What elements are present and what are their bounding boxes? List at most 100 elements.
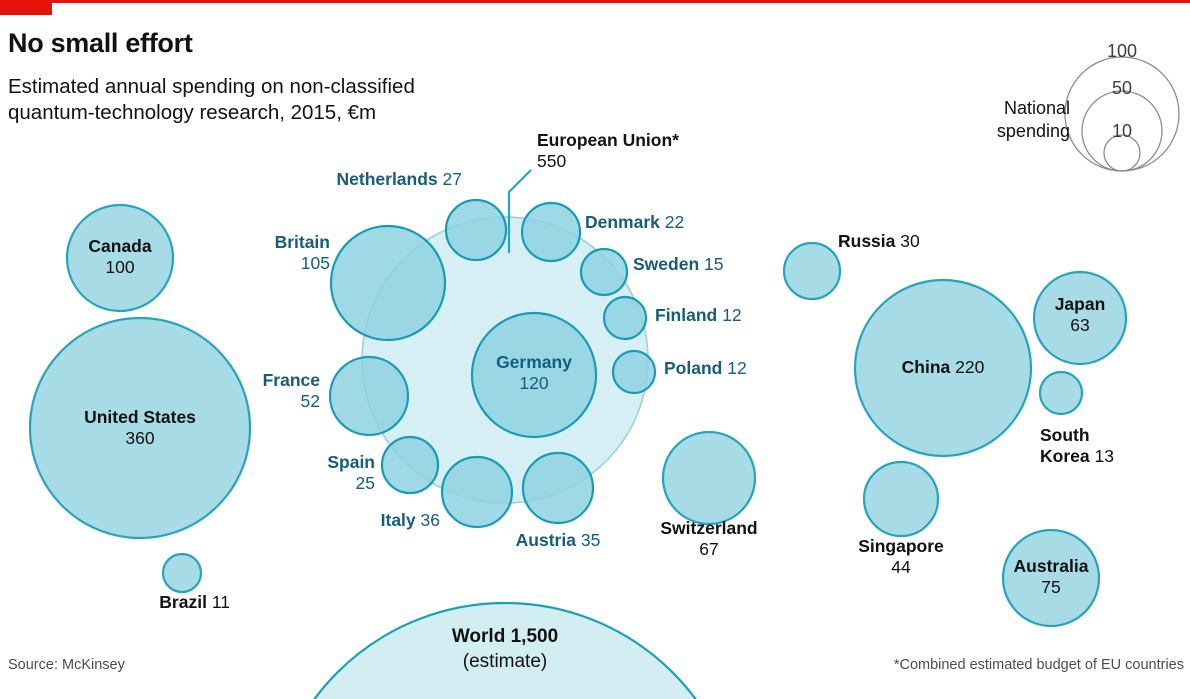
- label-france-name: France: [262, 370, 320, 390]
- label-china-value: 220: [955, 357, 985, 377]
- label-france-value: 52: [300, 391, 320, 411]
- legend-label-100: 100: [1106, 41, 1138, 61]
- label-european-union-value: 550: [537, 151, 567, 171]
- label-italy-name: Italy: [380, 510, 416, 530]
- label-spain-name: Spain: [327, 452, 375, 472]
- bubble-denmark[interactable]: [520, 201, 582, 263]
- label-finland: Finland 12: [655, 305, 855, 326]
- label-canada: Canada 100: [50, 236, 190, 278]
- label-japan-value: 63: [1070, 315, 1090, 335]
- legend-label-10: 10: [1111, 121, 1133, 141]
- bubble-australia[interactable]: [1001, 528, 1101, 628]
- label-spain-value: 25: [355, 473, 375, 493]
- label-united-states-value: 360: [125, 428, 155, 448]
- bubble-britain[interactable]: [329, 224, 447, 342]
- label-world: World 1,500 (estimate): [375, 624, 635, 674]
- label-china-name: China: [901, 357, 951, 377]
- source-note: Source: McKinsey: [8, 657, 125, 673]
- label-sweden: Sweden 15: [633, 254, 833, 275]
- label-denmark-name: Denmark: [585, 212, 660, 232]
- label-netherlands: Netherlands 27: [230, 169, 462, 190]
- label-britain: Britain 105: [150, 232, 330, 274]
- label-finland-value: 12: [722, 305, 742, 325]
- label-singapore-name: Singapore: [858, 536, 944, 556]
- bubble-united-states[interactable]: [28, 316, 252, 540]
- label-austria-name: Austria: [515, 530, 576, 550]
- bubble-poland[interactable]: [611, 349, 657, 395]
- label-sweden-value: 15: [704, 254, 724, 274]
- label-britain-name: Britain: [274, 232, 330, 252]
- bubble-brazil[interactable]: [161, 552, 203, 594]
- label-sweden-name: Sweden: [633, 254, 700, 274]
- page-subtitle: Estimated annual spending on non-classif…: [8, 75, 415, 124]
- label-denmark-value: 22: [664, 212, 685, 232]
- label-austria: Austria 35: [453, 530, 663, 551]
- label-australia-name: Australia: [1013, 556, 1089, 576]
- label-russia: Russia 30: [838, 231, 1038, 252]
- bubble-canada[interactable]: [65, 203, 175, 313]
- label-denmark: Denmark 22: [585, 212, 805, 233]
- label-european-union: European Union* 550: [537, 130, 797, 172]
- bubble-south-korea[interactable]: [1038, 370, 1084, 416]
- bubble-france[interactable]: [328, 355, 410, 437]
- label-european-union-name: European Union*: [537, 130, 679, 150]
- bubble-sweden[interactable]: [579, 247, 629, 297]
- bubble-italy[interactable]: [440, 455, 514, 529]
- label-italy: Italy 36: [230, 510, 440, 531]
- label-switzerland-value: 67: [699, 539, 719, 559]
- label-world-sub: (estimate): [462, 651, 548, 672]
- bubble-china[interactable]: [853, 278, 1033, 458]
- bubble-singapore[interactable]: [862, 460, 940, 538]
- label-italy-value: 36: [420, 510, 440, 530]
- label-australia-value: 75: [1041, 577, 1061, 597]
- label-japan-name: Japan: [1054, 294, 1106, 314]
- bubble-finland[interactable]: [602, 295, 648, 341]
- label-canada-name: Canada: [88, 236, 152, 256]
- bubble-russia[interactable]: [782, 241, 842, 301]
- bubble-japan[interactable]: [1032, 270, 1128, 366]
- bubble-netherlands[interactable]: [444, 198, 508, 262]
- label-germany-name: Germany: [496, 352, 572, 372]
- label-netherlands-name: Netherlands: [336, 169, 438, 189]
- label-poland-value: 12: [727, 358, 747, 378]
- label-south-korea-name: South Korea: [1040, 425, 1090, 466]
- label-switzerland: Switzerland 67: [609, 518, 809, 560]
- label-germany: Germany 120: [454, 352, 614, 394]
- top-rule: [0, 0, 1190, 3]
- legend-ring-10: [1103, 134, 1141, 172]
- legend-title: National spending: [996, 98, 1070, 141]
- leader-line-european-union: [507, 169, 532, 253]
- legend-ring-100: [1064, 56, 1180, 172]
- page-title: No small effort: [8, 28, 193, 58]
- label-spain: Spain 25: [190, 452, 375, 494]
- label-australia: Australia 75: [971, 556, 1131, 598]
- label-netherlands-value: 27: [442, 169, 462, 189]
- label-singapore: Singapore 44: [801, 536, 1001, 578]
- label-brazil-value: 11: [211, 592, 230, 612]
- label-china: China 220: [843, 357, 1043, 378]
- legend-label-50: 50: [1111, 78, 1133, 98]
- bubble-austria[interactable]: [521, 451, 595, 525]
- bubble-spain[interactable]: [380, 435, 440, 495]
- label-brazil-name: Brazil: [159, 592, 207, 612]
- bubble-germany[interactable]: [470, 311, 598, 439]
- label-russia-name: Russia: [838, 231, 896, 251]
- label-singapore-value: 44: [891, 557, 911, 577]
- label-world-name: World 1,500: [451, 626, 559, 647]
- label-russia-value: 30: [900, 231, 920, 251]
- footnote: *Combined estimated budget of EU countri…: [893, 657, 1184, 673]
- label-united-states-name: United States: [84, 407, 196, 427]
- label-japan: Japan 63: [1020, 294, 1140, 336]
- bubble-switzerland[interactable]: [661, 430, 757, 526]
- bubble-world[interactable]: [268, 601, 742, 699]
- label-austria-value: 35: [580, 530, 601, 550]
- label-germany-value: 120: [519, 373, 549, 393]
- label-south-korea: South Korea 13: [1040, 425, 1190, 467]
- label-britain-value: 105: [300, 253, 330, 273]
- label-france: France 52: [150, 370, 320, 412]
- label-finland-name: Finland: [655, 305, 718, 325]
- label-united-states: United States 360: [30, 407, 250, 449]
- label-south-korea-value: 13: [1094, 446, 1114, 466]
